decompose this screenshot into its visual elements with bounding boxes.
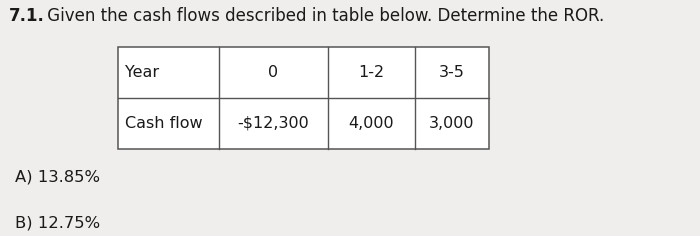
Text: 1-2: 1-2	[358, 65, 384, 80]
Text: Cash flow: Cash flow	[125, 116, 202, 131]
Text: Year: Year	[125, 65, 159, 80]
Text: 3-5: 3-5	[439, 65, 465, 80]
Text: -$12,300: -$12,300	[237, 116, 309, 131]
Text: 7.1.: 7.1.	[8, 7, 44, 25]
Text: 3,000: 3,000	[429, 116, 475, 131]
Text: 4,000: 4,000	[349, 116, 394, 131]
Text: B) 12.75%: B) 12.75%	[15, 216, 101, 231]
Text: Given the cash flows described in table below. Determine the ROR.: Given the cash flows described in table …	[42, 7, 604, 25]
Text: A) 13.85%: A) 13.85%	[15, 170, 100, 185]
Text: 0: 0	[268, 65, 279, 80]
